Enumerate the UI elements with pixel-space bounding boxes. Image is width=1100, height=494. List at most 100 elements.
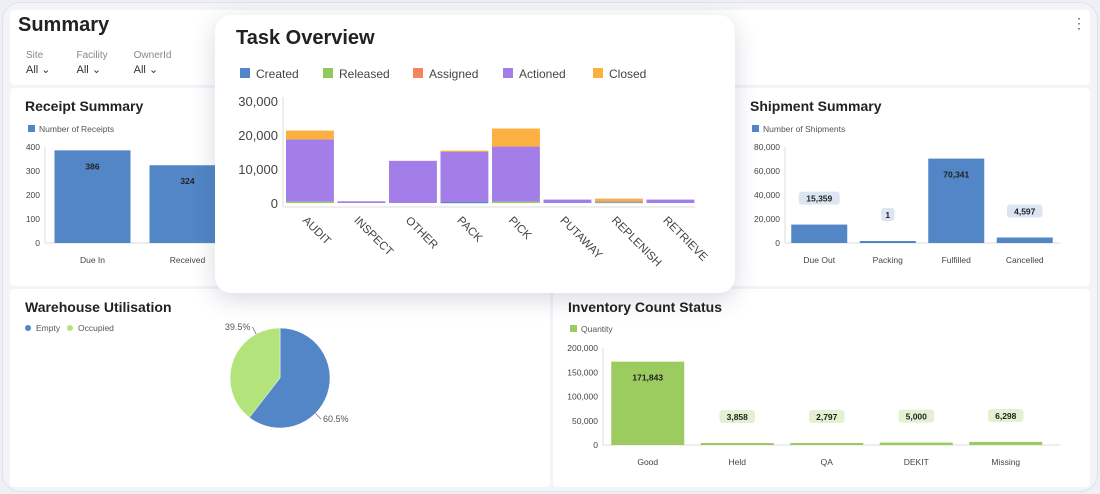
legend-label: Created bbox=[256, 67, 299, 81]
x-tick-label: Cancelled bbox=[1006, 255, 1044, 265]
filter-label: Site bbox=[26, 50, 44, 61]
legend-swatch bbox=[503, 68, 513, 78]
x-tick-label: Due In bbox=[80, 255, 105, 265]
bar-segment-audit-released bbox=[286, 201, 334, 203]
legend-dot bbox=[25, 325, 31, 331]
legend-label: Closed bbox=[609, 67, 646, 81]
filter-ownerid[interactable]: OwnerId All ⌄ bbox=[134, 50, 172, 76]
bar-segment-replenish-actioned bbox=[595, 201, 643, 203]
filter-value[interactable]: All ⌄ bbox=[26, 64, 51, 76]
value-label: 1 bbox=[885, 210, 890, 220]
value-label-bg bbox=[719, 410, 755, 423]
x-tick-label: OTHER bbox=[403, 215, 440, 252]
x-tick-label: Packing bbox=[873, 255, 904, 265]
kebab-vertical-icon[interactable]: ⋮ bbox=[1072, 15, 1086, 31]
y-tick-label: 40,000 bbox=[754, 190, 780, 200]
legend-label: Occupied bbox=[78, 323, 114, 333]
legend-swatch bbox=[752, 125, 759, 132]
chevron-down-icon: ⌄ bbox=[91, 64, 102, 76]
bar-held bbox=[700, 443, 774, 445]
value-label-bg bbox=[881, 208, 895, 221]
bar-missing bbox=[969, 441, 1043, 445]
filter-label: Facility bbox=[76, 50, 108, 61]
y-tick-label: 0 bbox=[35, 238, 40, 248]
bar-segment-replenish-released bbox=[595, 201, 643, 204]
x-tick-label: Good bbox=[637, 457, 658, 467]
x-tick-label: AUDIT bbox=[300, 215, 333, 248]
filter-label: OwnerId bbox=[133, 50, 172, 61]
x-tick-label: Received bbox=[170, 255, 206, 265]
bar-segment-audit-actioned bbox=[286, 139, 334, 202]
slice-label: 39.5% bbox=[225, 322, 251, 332]
chevron-down-icon: ⌄ bbox=[148, 64, 159, 76]
bar-fulfilled bbox=[928, 158, 985, 243]
value-label: 5,000 bbox=[906, 412, 928, 422]
bar-segment-pack-created bbox=[440, 201, 489, 204]
filter-value[interactable]: All ⌄ bbox=[76, 64, 102, 76]
card-title: Shipment Summary bbox=[750, 98, 882, 114]
value-label: 15,359 bbox=[806, 194, 832, 204]
pie-slice-empty bbox=[249, 327, 331, 429]
filter-bar: Site All ⌄ Facility All ⌄ OwnerId All ⌄ bbox=[26, 50, 171, 76]
y-tick-label: 0 bbox=[775, 238, 780, 248]
y-tick-label: 0 bbox=[271, 196, 278, 211]
legend-label: Actioned bbox=[519, 67, 566, 81]
pie-slice-occupied bbox=[229, 327, 281, 418]
legend-label: Assigned bbox=[429, 67, 478, 81]
y-tick-label: 100,000 bbox=[567, 392, 598, 402]
bar-segment-pack-actioned bbox=[440, 151, 489, 202]
x-tick-label: QA bbox=[821, 457, 834, 467]
legend-label: Number of Shipments bbox=[763, 124, 845, 134]
task-overview-chart: Created Released Assigned Actioned Closed 0 10… bbox=[238, 67, 709, 270]
value-label-bg bbox=[809, 410, 845, 423]
value-label: 386 bbox=[85, 161, 99, 171]
x-tick-label: PICK bbox=[506, 215, 534, 243]
legend-label: Released bbox=[339, 67, 390, 81]
x-tick-label: PUTAWAY bbox=[557, 215, 604, 262]
x-tick-label: Due Out bbox=[803, 255, 835, 265]
bar-segment-replenish-closed bbox=[595, 198, 643, 202]
legend-swatch bbox=[240, 68, 250, 78]
leader-line bbox=[252, 326, 257, 335]
bar-segment-pick-released bbox=[492, 201, 540, 203]
value-label: 70,341 bbox=[943, 170, 969, 180]
filter-site[interactable]: Site All ⌄ bbox=[26, 50, 51, 76]
x-tick-label: REPLENISH bbox=[609, 215, 664, 270]
value-label: 6,298 bbox=[995, 411, 1017, 421]
value-label: 2,797 bbox=[816, 412, 838, 422]
x-tick-label: DEKIT bbox=[904, 457, 929, 467]
task-overview-popup: Task Overview Created Released Assigned Act… bbox=[215, 15, 735, 293]
value-label: 171,843 bbox=[632, 373, 663, 383]
bar-segment-putaway-actioned bbox=[543, 199, 592, 203]
legend-label: Quantity bbox=[581, 324, 613, 334]
bar-segment-audit-closed bbox=[286, 130, 334, 140]
bar-received bbox=[149, 165, 226, 243]
x-tick-label: RETRIEVE bbox=[660, 215, 709, 264]
bar-qa bbox=[790, 443, 864, 445]
value-label: 4,597 bbox=[1014, 206, 1036, 216]
y-tick-label: 30,000 bbox=[238, 94, 278, 109]
bar-segment-inspect-actioned bbox=[337, 201, 386, 203]
x-tick-label: Missing bbox=[991, 457, 1020, 467]
bar-due-out bbox=[791, 224, 848, 243]
bar-dekit bbox=[879, 442, 953, 445]
bar-segment-pack-closed bbox=[440, 150, 489, 152]
card-title: Inventory Count Status bbox=[568, 299, 723, 315]
y-tick-label: 60,000 bbox=[754, 166, 780, 176]
bar-segment-pick-actioned bbox=[492, 146, 540, 202]
legend-label: Number of Receipts bbox=[39, 124, 114, 134]
bar-segment-other-actioned bbox=[389, 160, 437, 203]
x-tick-label: Held bbox=[729, 457, 747, 467]
y-tick-label: 150,000 bbox=[567, 367, 598, 377]
legend-swatch bbox=[323, 68, 333, 78]
legend-label: Empty bbox=[36, 323, 61, 333]
x-tick-label: Fulfilled bbox=[942, 255, 972, 265]
filter-facility[interactable]: Facility All ⌄ bbox=[77, 50, 108, 76]
y-tick-label: 10,000 bbox=[238, 162, 278, 177]
bar-cancelled bbox=[996, 237, 1053, 243]
value-label-bg bbox=[988, 408, 1024, 422]
value-label-bg bbox=[798, 191, 840, 205]
filter-value[interactable]: All ⌄ bbox=[133, 64, 159, 76]
value-label-bg bbox=[898, 409, 934, 423]
